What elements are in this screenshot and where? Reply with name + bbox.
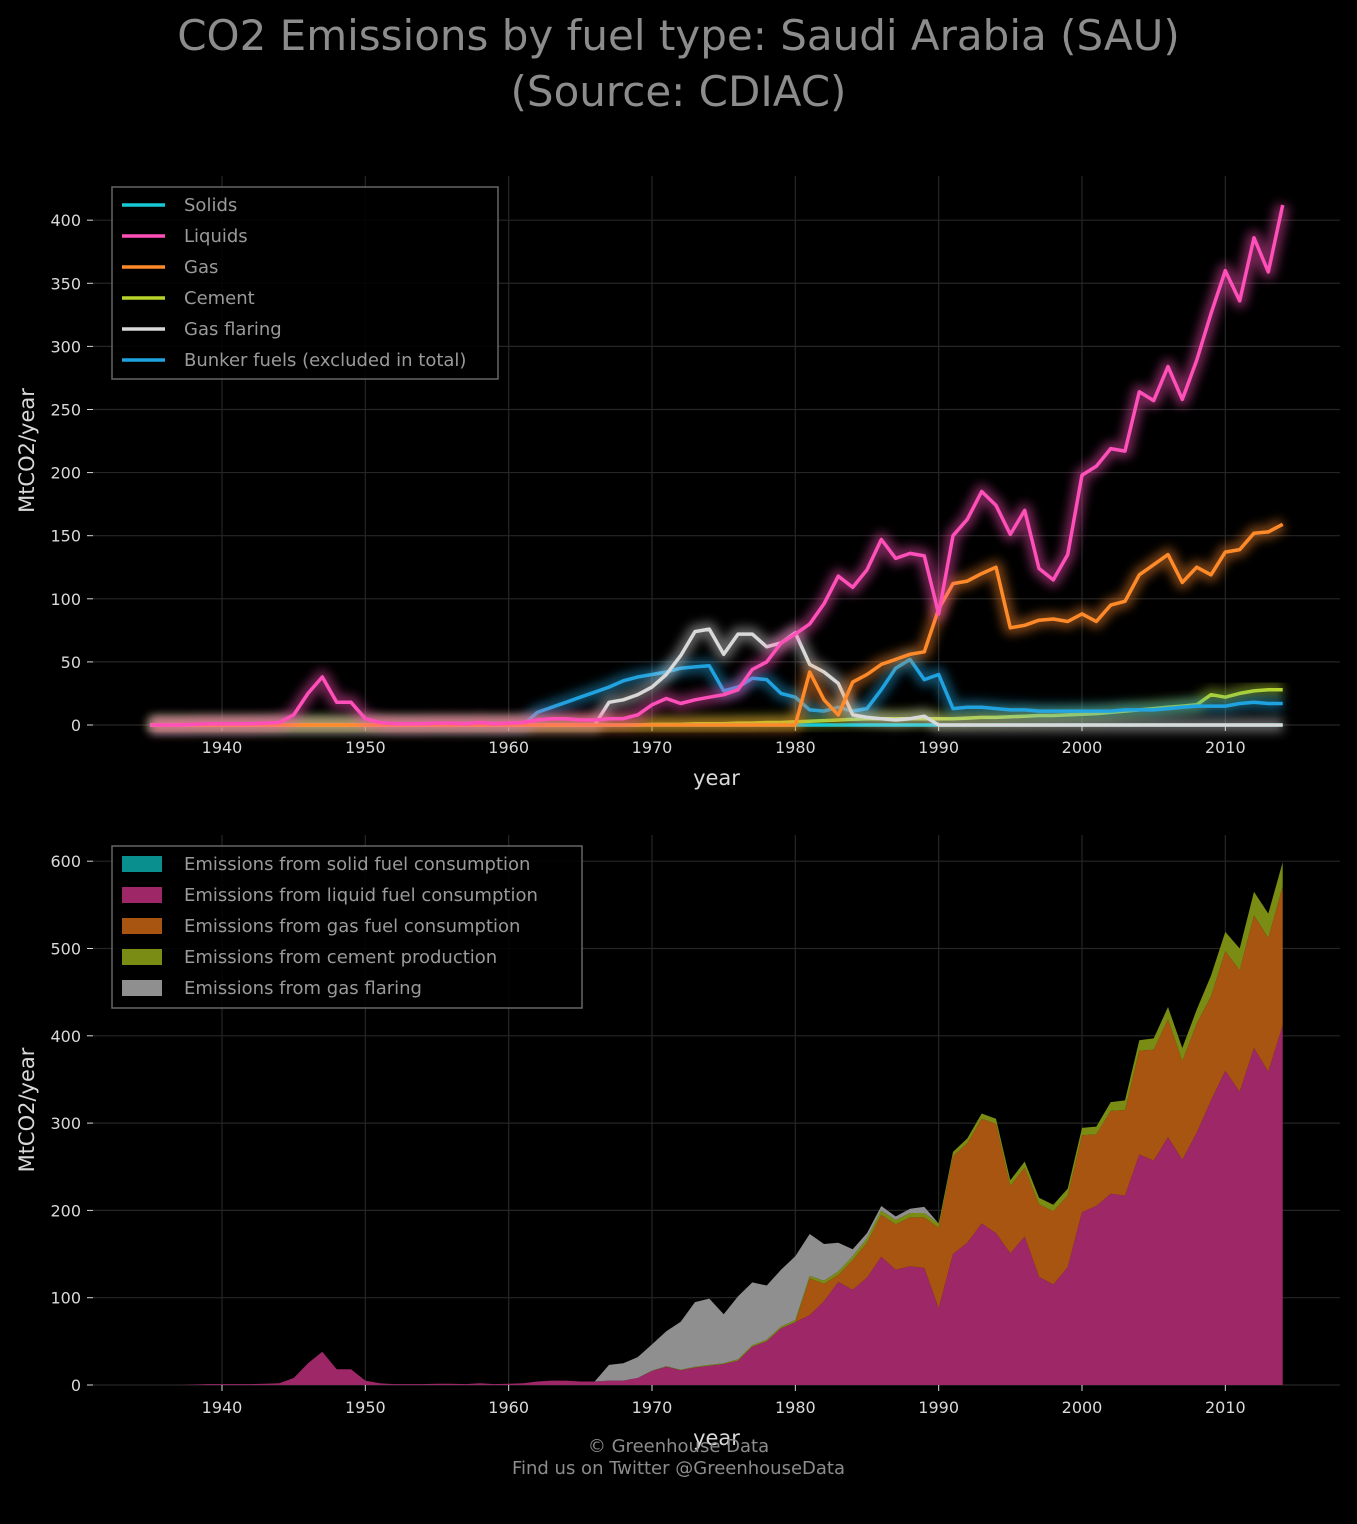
line-chart-ytick-label-100: 100: [50, 590, 81, 609]
area-chart-legend-label-area_liquid: Emissions from liquid fuel consumption: [184, 885, 538, 906]
line-chart-ytick-label-50: 50: [61, 653, 81, 672]
area-chart-legend-swatch-area_flaring: [122, 980, 162, 996]
line-chart-panel: 1940 1950 1960 1970 1980 1990 2000 2010 0 50 100 15…: [15, 176, 1340, 790]
line-chart-legend-label-gas: Gas: [184, 257, 218, 278]
area-chart-ytick-label-100: 100: [50, 1289, 81, 1308]
area-chart-xtick-label-1950: 1950: [345, 1398, 386, 1417]
area-chart-legend-label-area_flaring: Emissions from gas flaring: [184, 978, 422, 999]
line-chart-ytick-label-300: 300: [50, 337, 81, 356]
area-chart-ytick-label-300: 300: [50, 1114, 81, 1133]
area-chart-legend-swatch-area_cement: [122, 949, 162, 965]
area-chart-x-axis-label: year: [693, 1426, 740, 1450]
line-chart-legend-label-solids: Solids: [184, 195, 237, 216]
line-chart-ytick-label-200: 200: [50, 464, 81, 483]
area-chart-xtick-label-1990: 1990: [918, 1398, 959, 1417]
area-chart-ytick-label-400: 400: [50, 1027, 81, 1046]
stacked-area-chart-panel: 1940 1950 1960 1970 1980 1990 2000 2010 0 100 200 3…: [15, 835, 1340, 1450]
area-chart-y-axis-label: MtCO2/year: [15, 1047, 39, 1172]
area-series-liquids: [150, 1025, 1283, 1385]
area-chart-xtick-label-1940: 1940: [202, 1398, 243, 1417]
line-chart-legend-label-bunker: Bunker fuels (excluded in total): [184, 350, 466, 371]
footer-credit: © Greenhouse Data Find us on Twitter @Gr…: [0, 1436, 1357, 1480]
area-chart-legend-label-area_solid: Emissions from solid fuel consumption: [184, 854, 530, 875]
area-chart-xtick-label-1970: 1970: [632, 1398, 673, 1417]
area-chart-legend-label-area_gas: Emissions from gas fuel consumption: [184, 916, 520, 937]
area-chart-legend-swatch-area_solid: [122, 856, 162, 872]
line-chart-ytick-label-0: 0: [71, 716, 81, 735]
area-chart-xtick-label-1980: 1980: [775, 1398, 816, 1417]
area-chart-ytick-label-600: 600: [50, 852, 81, 871]
footer-twitter: Find us on Twitter @GreenhouseData: [511, 1458, 846, 1479]
line-chart-xtick-label-1970: 1970: [632, 738, 673, 757]
line-chart-legend-label-flaring: Gas flaring: [184, 319, 282, 340]
series-line-gas: [150, 522, 1284, 727]
footer-copyright: © Greenhouse Data: [587, 1436, 770, 1457]
area-chart-legend-swatch-area_liquid: [122, 887, 162, 903]
area-chart-xtick-label-2010: 2010: [1205, 1398, 1246, 1417]
line-chart-x-axis-label: year: [693, 766, 740, 790]
line-chart-legend-label-liquids: Liquids: [184, 226, 248, 247]
area-chart-legend-swatch-area_gas: [122, 918, 162, 934]
area-chart-legend-box: [111, 845, 583, 1009]
line-chart-y-axis-label: MtCO2/year: [15, 388, 39, 513]
area-chart-ytick-label-200: 200: [50, 1201, 81, 1220]
line-chart-legend-box: [111, 186, 499, 380]
line-chart-xtick-label-1950: 1950: [345, 738, 386, 757]
area-chart-ytick-label-500: 500: [50, 939, 81, 958]
line-chart-xtick-label-2000: 2000: [1062, 738, 1103, 757]
chart-title-line2: (Source: CDIAC): [510, 67, 847, 116]
chart-title-line1: CO2 Emissions by fuel type: Saudi Arabia…: [177, 11, 1180, 60]
area-chart-xtick-label-1960: 1960: [488, 1398, 529, 1417]
line-chart-ytick-label-250: 250: [50, 400, 81, 419]
line-chart-legend-label-cement: Cement: [184, 288, 255, 309]
line-chart-xtick-label-1980: 1980: [775, 738, 816, 757]
series-line-liquids: [150, 204, 1285, 727]
chart-title: CO2 Emissions by fuel type: Saudi Arabia…: [0, 8, 1357, 120]
line-chart-ytick-label-350: 350: [50, 274, 81, 293]
line-chart-ytick-label-400: 400: [50, 211, 81, 230]
area-chart-xtick-label-2000: 2000: [1062, 1398, 1103, 1417]
area-chart-legend-label-area_cement: Emissions from cement production: [184, 947, 497, 968]
line-chart-xtick-label-2010: 2010: [1205, 738, 1246, 757]
line-chart-ytick-label-150: 150: [50, 527, 81, 546]
line-chart-xtick-label-1960: 1960: [488, 738, 529, 757]
line-chart-xtick-label-1990: 1990: [918, 738, 959, 757]
line-chart-xtick-label-1940: 1940: [202, 738, 243, 757]
area-chart-ytick-label-0: 0: [71, 1376, 81, 1395]
